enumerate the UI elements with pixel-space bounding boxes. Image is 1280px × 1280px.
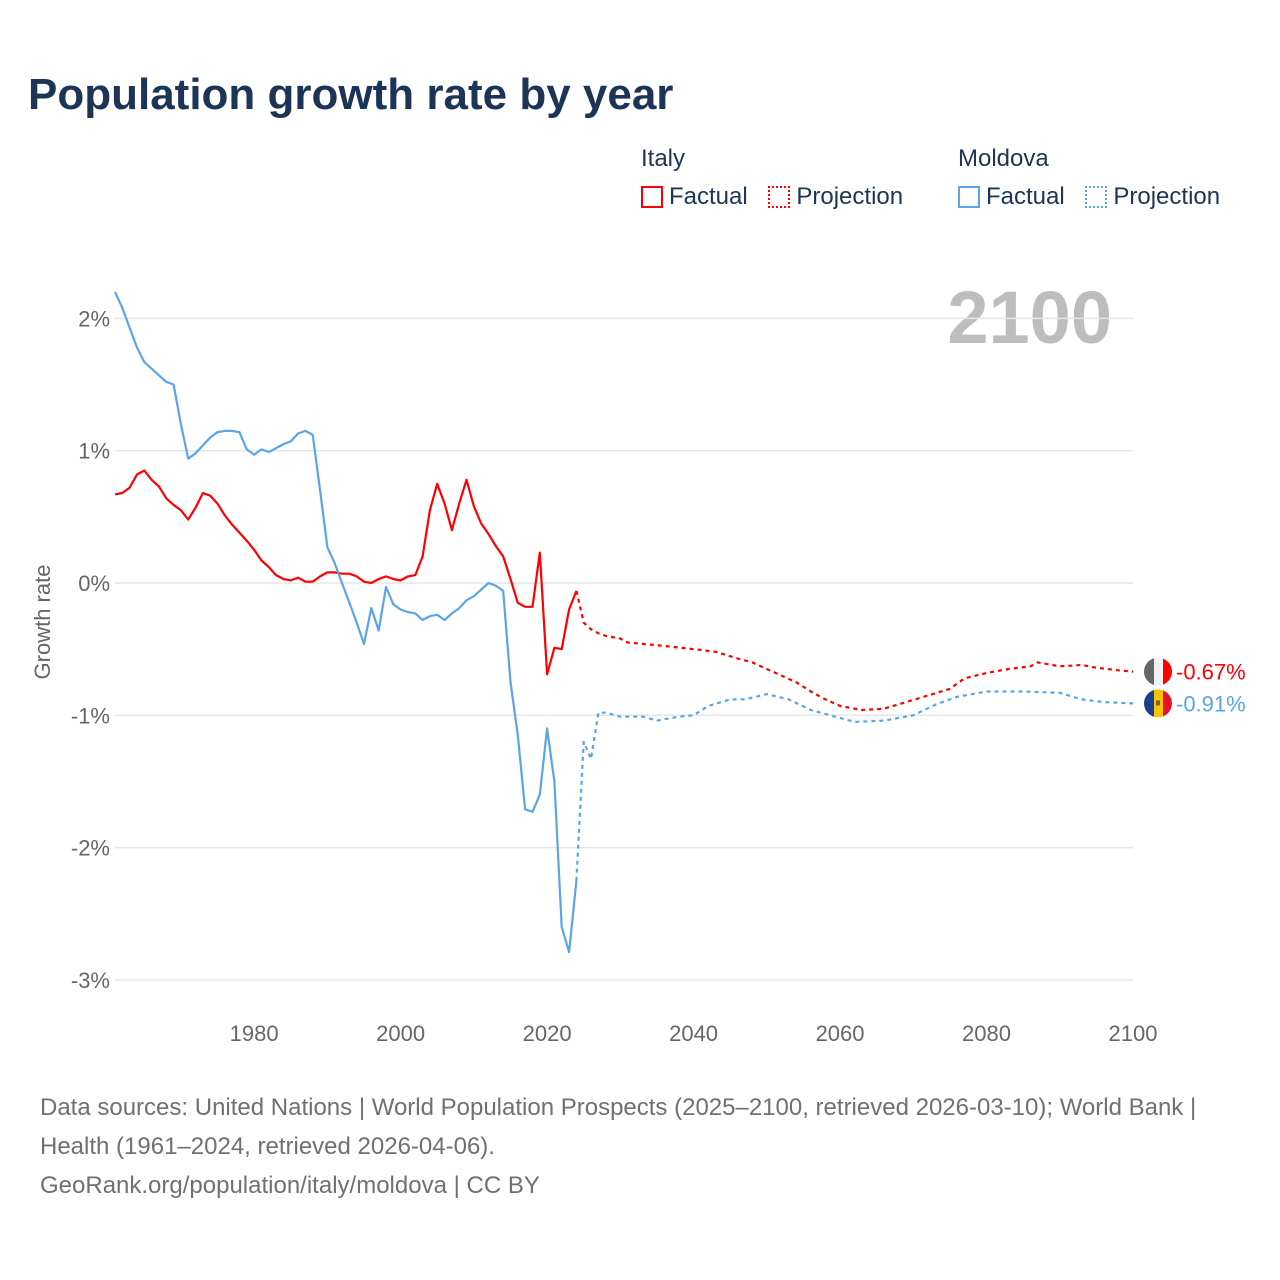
legend-italy-label: Italy [641,145,686,172]
solid-swatch-icon [958,186,980,208]
dotted-swatch-icon [768,186,791,208]
x-tick-label: 2040 [669,1021,718,1046]
legend-moldova-label: Moldova [958,145,1049,172]
dotted-swatch-icon [1085,186,1108,208]
y-tick-label: -2% [71,836,110,861]
legend-italy: Italy Factual Projection [641,145,917,215]
legend-moldova: Moldova Factual Projection [958,145,1220,215]
x-tick-label: 2060 [816,1021,865,1046]
legend-italy-factual[interactable]: Factual [641,183,748,211]
series-line-moldova-projection [575,690,1134,881]
y-tick-label: 0% [78,571,110,596]
legend-item-label: Projection [796,183,904,210]
solid-swatch-icon [641,186,663,208]
legend-moldova-factual[interactable]: Factual [958,183,1065,211]
x-tick-label: 2100 [1109,1021,1158,1046]
footer: Data sources: United Nations | World Pop… [40,1088,1240,1205]
legend-item-label: Projection [1113,183,1221,210]
end-label-moldova: -0.91% [1176,691,1246,716]
x-tick-label: 2020 [523,1021,572,1046]
x-tick-label: 1980 [230,1021,279,1046]
x-tick-label: 2080 [962,1021,1011,1046]
italy-flag-icon [1144,657,1172,686]
source-link[interactable]: GeoRank.org/population/italy/moldova | C… [40,1172,540,1199]
y-tick-label: 1% [78,439,110,464]
year-overlay: 2100 [947,276,1112,359]
legend-item-label: Factual [669,183,748,210]
legend-moldova-projection[interactable]: Projection [1085,183,1220,211]
data-sources: Data sources: United Nations | World Pop… [40,1094,1197,1160]
moldova-flag-icon [1144,689,1172,718]
legend-item-label: Factual [986,183,1065,210]
y-axis-label: Growth rate [30,565,55,680]
end-label-italy: -0.67% [1176,660,1246,685]
y-tick-label: 2% [78,306,110,331]
series-line-italy-projection [575,590,1134,712]
chart-title: Population growth rate by year [28,70,674,119]
y-tick-label: -1% [71,703,110,728]
x-tick-label: 2000 [376,1021,425,1046]
y-tick-label: -3% [71,968,110,993]
series-line-moldova-factual [114,291,578,954]
series-line-italy-factual [114,469,578,676]
legend-italy-projection[interactable]: Projection [768,183,903,211]
